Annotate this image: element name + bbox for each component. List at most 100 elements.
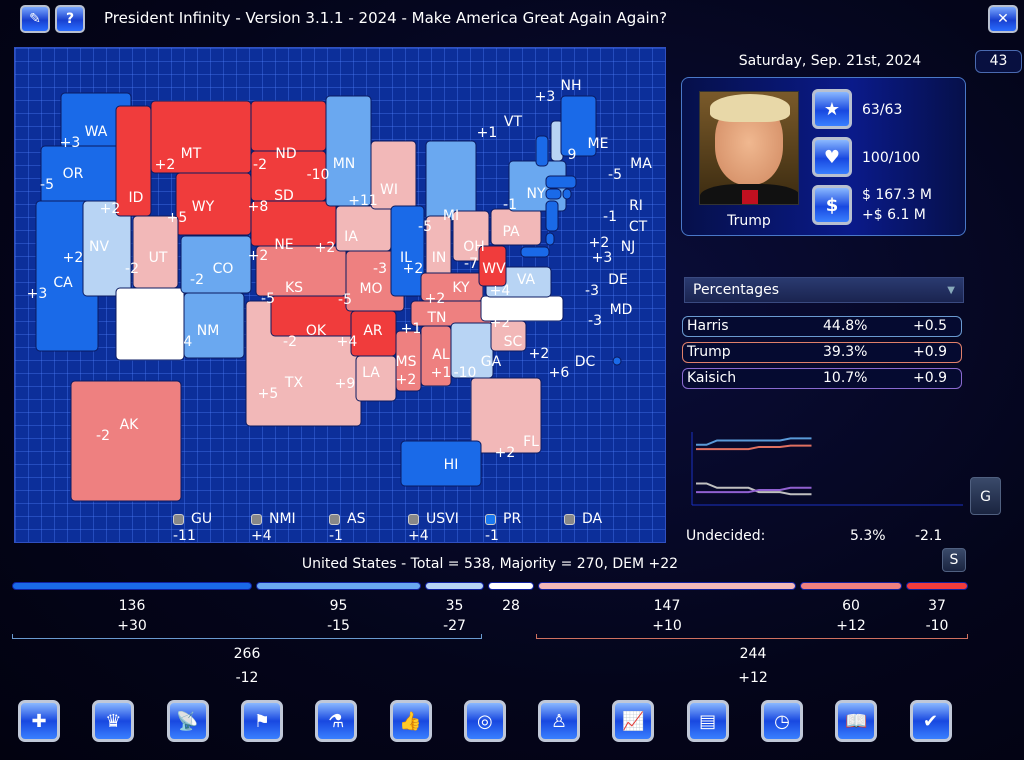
state-label: DE <box>608 272 628 288</box>
state-md[interactable] <box>520 246 550 258</box>
us-map[interactable]: TX +5 WA +3 OR -5 CA +3 NV +2 ID +2 MT +2 WY +5 UT -2 AZ CO… <box>14 47 666 544</box>
territory-da[interactable] <box>564 514 575 525</box>
state-margin: +2 <box>396 372 417 388</box>
dropdown-value: Percentages <box>693 282 780 298</box>
state-label: PA <box>502 224 520 240</box>
state-label: NM <box>197 323 220 339</box>
bar-segment-solid_r <box>906 582 968 590</box>
state-margin: -5 <box>261 291 275 307</box>
state-label: WA <box>85 124 108 140</box>
state-me[interactable] <box>560 95 597 157</box>
territory-nmi[interactable] <box>251 514 262 525</box>
close-icon[interactable]: ✕ <box>988 5 1018 33</box>
puzzle-icon[interactable]: ✚ <box>18 700 60 742</box>
state-tn[interactable] <box>410 300 492 327</box>
state-ct[interactable] <box>545 188 562 200</box>
state-margin: +6 <box>549 365 570 381</box>
heart-icon[interactable]: ♥ <box>812 137 852 177</box>
poll-change: +0.9 <box>913 370 947 386</box>
state-nj[interactable] <box>545 200 559 232</box>
territory-label: GU <box>191 511 213 527</box>
flag-icon[interactable]: ⚑ <box>240 700 283 742</box>
state-label: VA <box>517 272 536 288</box>
clipboard-icon[interactable]: ▤ <box>686 700 729 742</box>
state-ri[interactable] <box>562 188 572 200</box>
person-icon[interactable]: ♙ <box>538 700 581 742</box>
bar-segment-lean_r <box>538 582 796 590</box>
territory-label: USVI <box>426 511 459 527</box>
state-label: ME <box>588 136 609 152</box>
broadcast-icon[interactable]: ◎ <box>463 700 506 742</box>
state-label: TX <box>284 375 304 391</box>
flask-icon[interactable]: ⚗ <box>315 700 358 742</box>
chart-icon[interactable]: 📈 <box>612 700 655 742</box>
notepad-icon[interactable]: ✎ <box>20 5 50 33</box>
state-vt[interactable] <box>535 135 549 167</box>
clock-icon[interactable]: ◷ <box>761 700 803 742</box>
help-icon[interactable]: ? <box>55 5 85 33</box>
state-label: ID <box>129 190 144 206</box>
poll-pct: 44.8% <box>823 318 868 334</box>
state-nd[interactable] <box>250 100 327 152</box>
dollar-icon[interactable]: $ <box>812 185 852 225</box>
state-dc[interactable] <box>612 356 622 366</box>
reader-icon[interactable]: 📖 <box>835 700 878 742</box>
state-margin: -2 <box>283 334 297 350</box>
crown-icon[interactable]: ♛ <box>92 700 135 742</box>
state-label: HI <box>444 457 459 473</box>
state-label: CA <box>53 275 73 291</box>
state-margin: -1 <box>503 197 517 213</box>
state-margin: +5 <box>167 210 188 226</box>
trend-line-3 <box>696 486 812 494</box>
territory-margin: -1 <box>329 528 343 544</box>
satellite-dish-icon[interactable]: 📡 <box>166 700 209 742</box>
trend-line-0 <box>696 437 812 446</box>
state-margin: +2 <box>589 235 610 251</box>
territory-usvi[interactable] <box>408 514 419 525</box>
state-ma[interactable] <box>545 175 577 189</box>
state-label: IN <box>432 250 447 266</box>
state-nm[interactable] <box>183 292 245 359</box>
state-margin: -2 <box>190 272 204 288</box>
star-icon[interactable]: ★ <box>812 89 852 129</box>
state-label: KY <box>452 280 470 296</box>
territory-pr[interactable] <box>485 514 496 525</box>
state-wv[interactable] <box>478 245 507 287</box>
state-label: VT <box>504 114 523 130</box>
state-nv[interactable] <box>82 200 132 297</box>
state-label: AR <box>363 323 383 339</box>
poll-trend-chart <box>691 432 963 506</box>
graph-button[interactable]: G <box>970 477 1001 515</box>
segment-value: 147 <box>653 598 681 614</box>
territory-as[interactable] <box>329 514 340 525</box>
state-label: MT <box>181 146 202 162</box>
funds-change: +$ 6.1 M <box>862 207 926 223</box>
state-mn[interactable] <box>325 95 372 207</box>
state-hi[interactable] <box>400 440 482 487</box>
state-margin: +2 <box>315 240 336 256</box>
s-button[interactable]: S <box>942 548 966 572</box>
state-margin: +2 <box>155 157 176 173</box>
state-margin: +2 <box>490 315 511 331</box>
bar-segment-likely_r <box>800 582 902 590</box>
state-margin: +3 <box>27 286 48 302</box>
state-ak[interactable] <box>70 380 182 502</box>
state-label: UT <box>149 250 168 266</box>
poll-row-trump[interactable]: Trump 39.3% +0.9 <box>682 342 962 363</box>
stat-2: 100/100 <box>862 150 921 166</box>
poll-row-kaisich[interactable]: Kaisich 10.7% +0.9 <box>682 368 962 389</box>
state-margin: +1 <box>477 125 498 141</box>
state-de[interactable] <box>545 232 555 246</box>
rep-total-change: +12 <box>738 670 768 686</box>
poll-display-dropdown[interactable]: Percentages ▼ <box>684 277 964 303</box>
state-label: CO <box>213 261 234 277</box>
state-margin: +2 <box>63 250 84 266</box>
checkmark-icon[interactable]: ✔ <box>909 700 952 742</box>
segment-value: 95 <box>329 598 348 614</box>
state-fl[interactable] <box>470 377 542 454</box>
poll-row-harris[interactable]: Harris 44.8% +0.5 <box>682 316 962 337</box>
territory-gu[interactable] <box>173 514 184 525</box>
thumbs-up-icon[interactable]: 👍 <box>389 700 432 742</box>
state-label: NY <box>526 186 545 202</box>
state-il[interactable] <box>390 205 425 297</box>
